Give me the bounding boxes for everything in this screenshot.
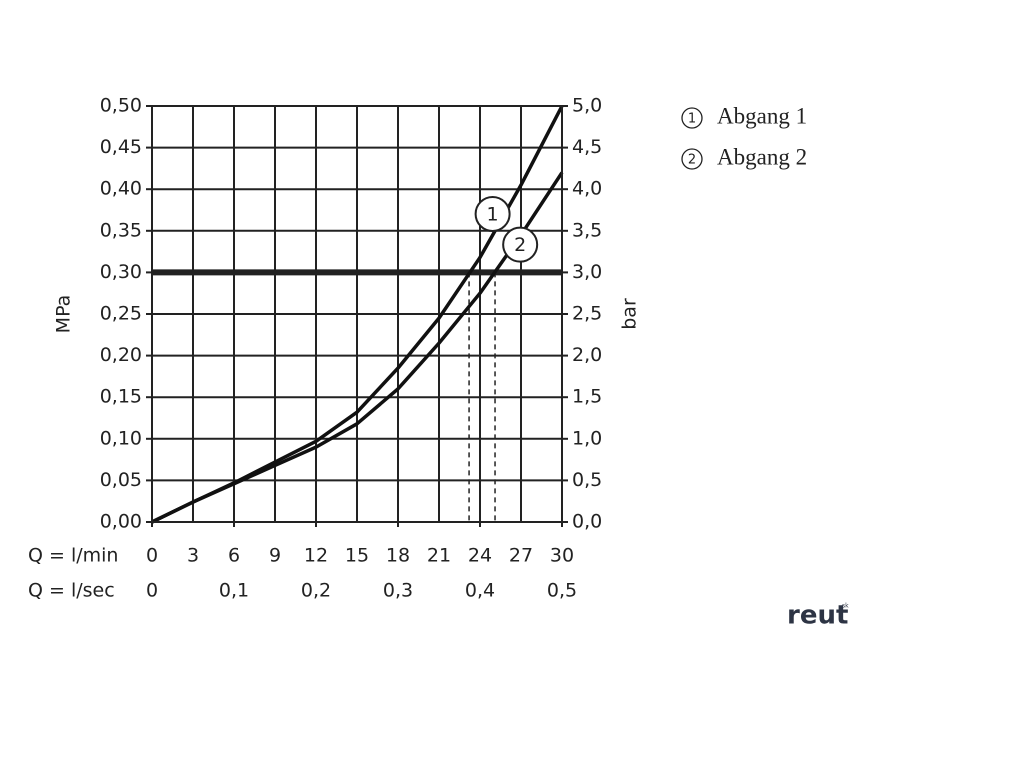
x-tick-label: 6	[228, 545, 240, 567]
x2-axis-title: Q = l/sec	[28, 580, 115, 602]
y2-tick-label: 5,0	[572, 95, 602, 117]
x2-tick-label: 0,5	[547, 580, 577, 602]
x-tick-label: 3	[187, 545, 199, 567]
x-tick-label: 9	[269, 545, 281, 567]
y-tick-label: 0,50	[100, 95, 142, 117]
y-tick-label: 0,05	[100, 469, 142, 491]
y2-tick-label: 4,0	[572, 178, 602, 200]
x-tick-label: 21	[427, 545, 451, 567]
legend-label: Abgang 2	[717, 144, 807, 169]
y-tick-label: 0,30	[100, 261, 142, 283]
x2-tick-label: 0,2	[301, 580, 331, 602]
legend-marker	[681, 107, 703, 129]
y-tick-label: 0,00	[100, 511, 142, 533]
legend-marker	[681, 148, 703, 170]
y2-tick-label: 1,5	[572, 386, 602, 408]
x2-tick-label: 0,3	[383, 580, 413, 602]
curve-marker-label: 2	[514, 234, 526, 256]
y2-axis-title: bar	[619, 298, 641, 330]
legend-label: Abgang 1	[717, 103, 807, 128]
y-tick-label: 0,25	[100, 303, 142, 325]
x-tick-label: 30	[550, 545, 574, 567]
y-tick-label: 0,45	[100, 136, 142, 158]
y2-tick-label: 2,5	[572, 303, 602, 325]
curve-marker-label: 1	[487, 203, 499, 225]
x2-tick-label: 0,4	[465, 580, 495, 602]
x-tick-label: 24	[468, 545, 492, 567]
plot-frame	[151, 105, 563, 523]
x-tick-label: 0	[146, 545, 158, 567]
x-tick-label: 27	[509, 545, 533, 567]
x-tick-label: 15	[345, 545, 369, 567]
curve-marker	[474, 195, 511, 232]
y2-tick-label: 0,0	[572, 511, 602, 533]
y-tick-label: 0,10	[100, 427, 142, 449]
y2-tick-label: 3,0	[572, 261, 602, 283]
y2-tick-label: 0,5	[572, 469, 602, 491]
curve-marker	[502, 226, 539, 263]
legend-marker-label: 2	[688, 153, 696, 168]
y2-tick-label: 2,0	[572, 344, 602, 366]
y2-tick-label: 4,5	[572, 136, 602, 158]
legend-marker-label: 1	[688, 112, 696, 127]
y2-tick-label: 1,0	[572, 427, 602, 449]
x2-tick-label: 0,1	[219, 580, 249, 602]
curve	[151, 171, 564, 524]
x-axis-title: Q = l/min	[28, 545, 118, 567]
x2-tick-label: 0	[146, 580, 158, 602]
y-tick-label: 0,15	[100, 386, 142, 408]
y-tick-label: 0,40	[100, 178, 142, 200]
y2-tick-label: 3,5	[572, 219, 602, 241]
x-tick-label: 18	[386, 545, 410, 567]
logo-sup: sk	[842, 603, 849, 610]
y-tick-label: 0,20	[100, 344, 142, 366]
y-tick-label: 0,35	[100, 219, 142, 241]
x-tick-label: 12	[304, 545, 328, 567]
logo: reut	[787, 601, 848, 631]
y-axis-title: MPa	[53, 295, 75, 334]
